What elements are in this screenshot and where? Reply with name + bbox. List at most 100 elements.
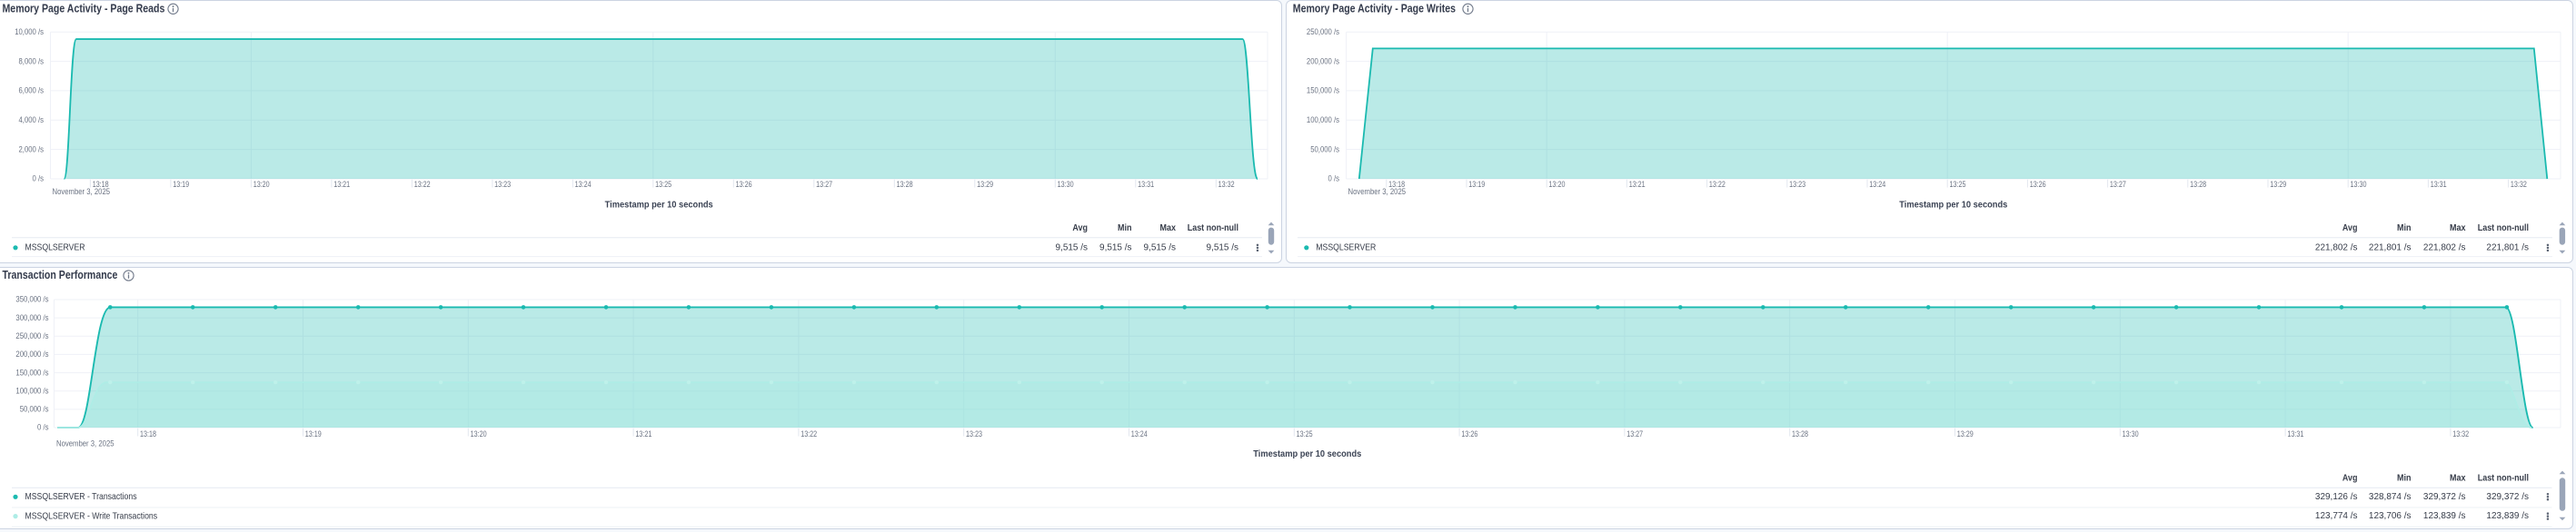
svg-text:13:28: 13:28 — [897, 180, 913, 189]
svg-text:13:23: 13:23 — [494, 180, 511, 189]
svg-text:13:32: 13:32 — [2511, 180, 2527, 189]
svg-text:13:18: 13:18 — [1388, 180, 1405, 189]
svg-text:13:19: 13:19 — [173, 180, 189, 189]
svg-text:123,774 /s: 123,774 /s — [2315, 511, 2358, 521]
svg-text:November 3, 2025: November 3, 2025 — [1348, 188, 1407, 197]
svg-text:13:24: 13:24 — [1869, 180, 1885, 189]
svg-text:13:32: 13:32 — [1218, 180, 1235, 189]
svg-text:Avg: Avg — [2342, 473, 2358, 484]
svg-text:13:23: 13:23 — [1789, 180, 1805, 189]
svg-text:2,000 /s: 2,000 /s — [19, 145, 44, 154]
svg-text:MSSQLSERVER: MSSQLSERVER — [1316, 242, 1376, 253]
svg-text:13:21: 13:21 — [635, 429, 651, 438]
svg-text:13:20: 13:20 — [254, 180, 270, 189]
svg-text:10,000 /s: 10,000 /s — [15, 27, 44, 36]
svg-text:November 3, 2025: November 3, 2025 — [56, 439, 114, 448]
svg-text:221,802 /s: 221,802 /s — [2423, 242, 2466, 252]
svg-text:13:20: 13:20 — [1549, 180, 1566, 189]
svg-text:123,839 /s: 123,839 /s — [2423, 511, 2466, 521]
svg-text:13:25: 13:25 — [1297, 429, 1313, 438]
svg-text:0 /s: 0 /s — [33, 174, 44, 183]
svg-text:13:20: 13:20 — [471, 429, 487, 438]
svg-text:13:21: 13:21 — [333, 180, 350, 189]
svg-text:13:23: 13:23 — [966, 429, 982, 438]
svg-text:13:22: 13:22 — [1709, 180, 1726, 189]
svg-text:13:25: 13:25 — [655, 180, 671, 189]
svg-text:13:30: 13:30 — [1058, 180, 1074, 189]
svg-text:13:19: 13:19 — [1468, 180, 1485, 189]
svg-text:MSSQLSERVER - Write Transactio: MSSQLSERVER - Write Transactions — [25, 511, 158, 522]
svg-text:MSSQLSERVER - Transactions: MSSQLSERVER - Transactions — [25, 491, 137, 502]
svg-text:350,000 /s: 350,000 /s — [15, 295, 48, 304]
svg-text:250,000 /s: 250,000 /s — [1307, 27, 1339, 36]
svg-text:13:30: 13:30 — [2351, 180, 2367, 189]
svg-text:221,801 /s: 221,801 /s — [2486, 242, 2529, 252]
svg-text:100,000 /s: 100,000 /s — [1307, 116, 1339, 125]
svg-text:13:19: 13:19 — [305, 429, 322, 438]
svg-text:Max: Max — [2450, 222, 2466, 233]
svg-text:13:21: 13:21 — [1629, 180, 1646, 189]
svg-text:150,000 /s: 150,000 /s — [15, 369, 48, 378]
svg-text:329,372 /s: 329,372 /s — [2423, 492, 2466, 502]
svg-text:13:29: 13:29 — [2270, 180, 2286, 189]
svg-text:13:18: 13:18 — [140, 429, 156, 438]
svg-text:100,000 /s: 100,000 /s — [15, 387, 48, 396]
svg-text:123,706 /s: 123,706 /s — [2369, 511, 2412, 521]
svg-text:9,515 /s: 9,515 /s — [1144, 242, 1176, 252]
svg-text:8,000 /s: 8,000 /s — [19, 57, 44, 66]
svg-text:13:29: 13:29 — [977, 180, 993, 189]
svg-text:Transaction Performance: Transaction Performance — [3, 269, 118, 281]
svg-text:200,000 /s: 200,000 /s — [15, 350, 48, 360]
svg-text:Last non-null: Last non-null — [2478, 473, 2529, 484]
svg-text:9,515 /s: 9,515 /s — [1207, 242, 1238, 252]
svg-text:13:26: 13:26 — [1461, 429, 1477, 438]
svg-text:250,000 /s: 250,000 /s — [15, 332, 48, 341]
svg-text:November 3, 2025: November 3, 2025 — [53, 188, 111, 197]
svg-text:13:28: 13:28 — [1792, 429, 1808, 438]
svg-text:6,000 /s: 6,000 /s — [19, 86, 44, 95]
svg-text:9,515 /s: 9,515 /s — [1099, 242, 1131, 252]
svg-text:50,000 /s: 50,000 /s — [20, 405, 49, 414]
svg-text:13:29: 13:29 — [1957, 429, 1974, 438]
svg-text:13:18: 13:18 — [93, 180, 109, 189]
svg-text:13:30: 13:30 — [2123, 429, 2139, 438]
svg-text:4,000 /s: 4,000 /s — [19, 116, 44, 125]
svg-text:328,874 /s: 328,874 /s — [2369, 492, 2412, 502]
svg-text:13:28: 13:28 — [2190, 180, 2206, 189]
svg-text:300,000 /s: 300,000 /s — [15, 313, 48, 322]
svg-text:123,839 /s: 123,839 /s — [2486, 511, 2529, 521]
svg-text:13:27: 13:27 — [2110, 180, 2126, 189]
svg-text:Min: Min — [2397, 473, 2412, 484]
svg-text:Memory Page Activity - Page Wr: Memory Page Activity - Page Writes — [1293, 3, 1456, 15]
svg-text:Avg: Avg — [1072, 222, 1088, 233]
svg-text:13:31: 13:31 — [2287, 429, 2303, 438]
svg-text:Timestamp per 10 seconds: Timestamp per 10 seconds — [605, 200, 713, 210]
svg-text:13:24: 13:24 — [575, 180, 592, 189]
svg-text:Timestamp per 10 seconds: Timestamp per 10 seconds — [1899, 200, 2007, 210]
svg-text:9,515 /s: 9,515 /s — [1056, 242, 1088, 252]
svg-text:MSSQLSERVER: MSSQLSERVER — [25, 242, 85, 253]
svg-text:Max: Max — [2450, 473, 2466, 484]
svg-text:329,372 /s: 329,372 /s — [2486, 492, 2529, 502]
svg-text:221,802 /s: 221,802 /s — [2315, 242, 2358, 252]
svg-text:13:22: 13:22 — [414, 180, 431, 189]
svg-text:Timestamp per 10 seconds: Timestamp per 10 seconds — [1253, 449, 1361, 459]
svg-text:Max: Max — [1160, 222, 1177, 233]
svg-text:Memory Page Activity - Page Re: Memory Page Activity - Page Reads — [3, 3, 165, 15]
svg-text:Last non-null: Last non-null — [2478, 222, 2529, 233]
svg-text:329,126 /s: 329,126 /s — [2315, 492, 2358, 502]
svg-text:13:27: 13:27 — [816, 180, 832, 189]
svg-text:13:24: 13:24 — [1131, 429, 1148, 438]
svg-text:0 /s: 0 /s — [37, 423, 48, 432]
svg-text:221,801 /s: 221,801 /s — [2369, 242, 2412, 252]
svg-text:150,000 /s: 150,000 /s — [1307, 86, 1339, 95]
svg-text:200,000 /s: 200,000 /s — [1307, 57, 1339, 66]
svg-text:13:25: 13:25 — [1950, 180, 1966, 189]
svg-text:13:26: 13:26 — [2030, 180, 2046, 189]
svg-text:13:26: 13:26 — [736, 180, 752, 189]
svg-text:13:31: 13:31 — [2431, 180, 2447, 189]
svg-text:13:22: 13:22 — [801, 429, 817, 438]
svg-text:Avg: Avg — [2342, 222, 2358, 233]
svg-text:Min: Min — [1118, 222, 1132, 233]
svg-text:13:27: 13:27 — [1626, 429, 1643, 438]
